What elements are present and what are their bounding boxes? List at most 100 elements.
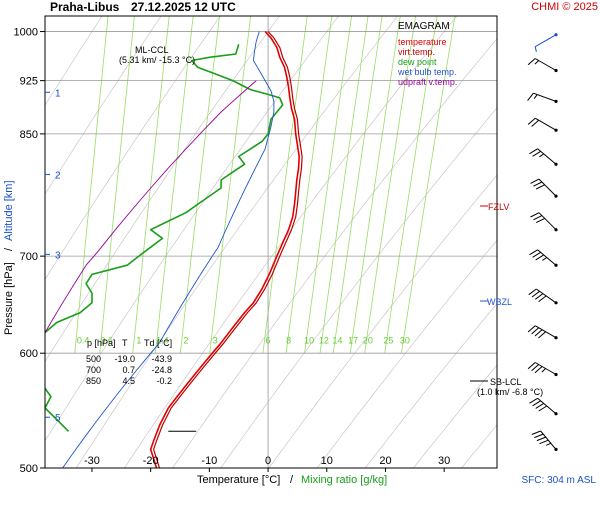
wind-barb <box>528 93 558 103</box>
sfc-text: SFC: 304 m ASL <box>522 475 597 486</box>
wind-barb-flag <box>529 289 537 295</box>
mixing-ratio-line <box>320 1 370 353</box>
wind-barb-station <box>554 412 557 415</box>
wind-barb-flag <box>533 252 541 257</box>
mixing-ratio-label: 14 <box>332 336 342 346</box>
temperature-tick-label: -30 <box>84 455 100 467</box>
wind-barb-flag <box>537 437 546 441</box>
wind-barb-flag <box>530 398 538 403</box>
mlccl-label: ML-CCL <box>135 45 169 55</box>
dry-adiabat <box>536 1 600 494</box>
wind-barb-station <box>554 301 557 304</box>
x-label-separator: / <box>290 474 294 486</box>
wind-barb <box>535 33 557 52</box>
wind-barb-half-flag <box>535 47 536 52</box>
legend-item-wet_bulb: wet bulb temp. <box>397 67 457 77</box>
mixing-ratio-label: 20 <box>363 336 373 346</box>
wind-barb <box>532 431 558 451</box>
mixing-ratio-label: 2 <box>183 336 188 346</box>
wind-barb-flag <box>528 59 535 65</box>
mixing-ratio-label: 10 <box>304 336 314 346</box>
wind-barb-flag <box>536 403 544 408</box>
wind-barb <box>530 398 558 415</box>
dry-adiabat <box>0 1 291 494</box>
annotation-sblcl: SB-LCL (1.0 km/ -6.8 °C) <box>470 377 543 397</box>
table-cell: -19.0 <box>114 354 135 364</box>
legend-item-dew_point: dew point <box>398 57 437 67</box>
wind-barb-flag <box>528 326 535 332</box>
wind-barb-flag <box>535 294 543 300</box>
wind-barb <box>528 59 558 73</box>
wind-barb-flag <box>530 250 538 255</box>
mixing-ratio-line <box>333 1 384 353</box>
y-label-separator: / <box>3 247 15 251</box>
wind-barb-half-flag <box>534 95 537 99</box>
wind-barb <box>531 179 558 198</box>
mixing-ratio-line <box>305 1 354 353</box>
wind-barb-flag <box>539 296 547 302</box>
wind-barb-half-flag <box>546 443 551 445</box>
wind-barb-flag <box>532 120 539 126</box>
wind-barb <box>528 363 558 377</box>
datetime-title: 27.12.2025 12 UTC <box>131 0 236 14</box>
wind-barb <box>528 118 558 132</box>
wind-barb-flag <box>540 440 549 444</box>
wind-barb-half-flag <box>539 154 543 157</box>
pressure-tick-label: 500 <box>20 463 38 475</box>
wind-barb-station <box>554 163 557 166</box>
mixing-ratio-label: 30 <box>400 336 410 346</box>
wind-barb-station <box>554 69 557 72</box>
wind-barb <box>528 326 558 340</box>
fzlv-label: FZLV <box>488 202 509 212</box>
dry-adiabat <box>346 1 600 494</box>
table-header: T <box>122 338 128 348</box>
pressure-tick-label: 1000 <box>14 27 38 39</box>
legend-item-updraft: udpraft v.temp. <box>398 77 457 87</box>
table-cell: 850 <box>86 376 101 386</box>
sblcl-label: SB-LCL <box>490 377 522 387</box>
x-label-mixing: Mixing ratio [g/kg] <box>301 474 387 486</box>
table-cell: 0.7 <box>122 365 135 375</box>
mixing-ratio-label: 17 <box>348 336 358 346</box>
annotation-wbzl: WBZL <box>480 297 512 307</box>
altitude-tick-label: 2 <box>55 170 61 181</box>
mixing-ratio-label: 12 <box>319 336 329 346</box>
x-axis-label: Temperature [°C] / Mixing ratio [g/kg] <box>197 474 387 486</box>
wind-barb-half-flag <box>542 369 546 373</box>
legend-item-virt_temp: virt.temp. <box>398 47 435 57</box>
wind-barb-flag <box>539 406 547 411</box>
series-udpraft-v-temp <box>0 81 256 456</box>
temperature-tick-label: -20 <box>143 455 159 467</box>
wind-barb-flag <box>533 216 542 220</box>
dry-adiabat <box>488 1 600 494</box>
legend-title: EMAGRAM <box>398 21 450 32</box>
wind-barb-flag <box>530 149 538 154</box>
y-axis-label: Pressure [hPa] / Altitude [km] <box>3 180 15 335</box>
table-cell: 700 <box>86 365 101 375</box>
wind-barb-station <box>554 129 557 132</box>
mixing-ratio-label: 6 <box>266 336 271 346</box>
wind-barb-flag <box>533 401 541 406</box>
wind-barb-flag <box>533 182 542 186</box>
mixing-ratio-line <box>263 1 309 353</box>
wind-barb-station <box>554 336 557 339</box>
table-cell: -0.2 <box>156 376 172 386</box>
wind-barb-flag <box>533 151 541 156</box>
wind-barb-flag <box>528 118 535 124</box>
table-cell: 4.5 <box>122 376 135 386</box>
x-label-temperature: Temperature [°C] <box>197 474 280 486</box>
wind-barb <box>529 289 558 304</box>
wind-barb-flag <box>536 218 545 222</box>
sblcl-value: (1.0 km/ -6.8 °C) <box>477 387 543 397</box>
wind-barb <box>531 213 558 232</box>
altitude-tick-label: 5 <box>55 413 61 424</box>
y-label-pressure: Pressure [hPa] <box>3 262 15 335</box>
wind-barb-flag <box>528 93 534 100</box>
altitude-tick-label: 1 <box>55 88 61 99</box>
mixing-ratio-line <box>100 1 136 353</box>
pressure-tick-label: 850 <box>20 129 38 141</box>
wind-barb-half-flag <box>535 61 539 65</box>
